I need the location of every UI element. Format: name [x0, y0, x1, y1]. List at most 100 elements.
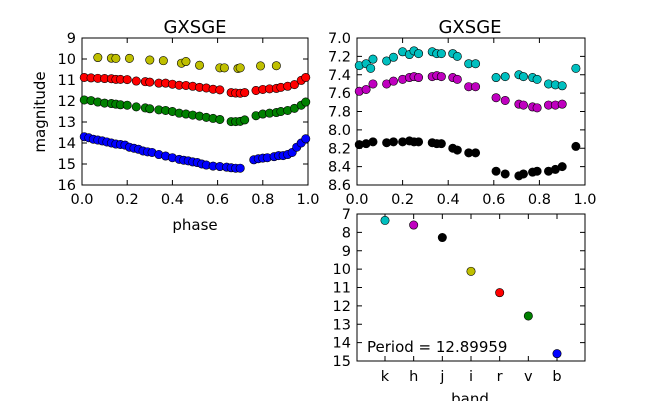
- data-point-h: [452, 74, 462, 84]
- left-y-tick-label: 11: [58, 73, 76, 89]
- band-category-label-r: r: [497, 369, 503, 385]
- right-y-tick-label: 7.2: [328, 49, 351, 65]
- data-point-i: [195, 60, 205, 70]
- data-point-k: [571, 63, 581, 73]
- right-x-tick-label: 1.0: [573, 192, 596, 208]
- band-y-tick-label: 13: [333, 317, 351, 333]
- data-point-h: [518, 100, 528, 110]
- data-point-h: [500, 95, 510, 105]
- data-point-b: [235, 163, 245, 173]
- data-point-r: [301, 72, 311, 82]
- right-y-tick-label: 7.8: [328, 105, 351, 121]
- data-point-k: [557, 81, 567, 91]
- data-point-k: [368, 54, 378, 64]
- band-y-tick-label: 12: [333, 299, 351, 315]
- data-point-h: [436, 72, 446, 82]
- band-category-label-b: b: [552, 369, 561, 385]
- data-point-k: [388, 52, 398, 62]
- data-point-j: [518, 169, 528, 179]
- data-point-j: [500, 169, 510, 179]
- right-y-tick-label: 8.6: [328, 178, 351, 194]
- data-point-v: [215, 114, 225, 124]
- data-point-h: [361, 84, 371, 94]
- right-panel-title: GXSGE: [438, 17, 501, 38]
- data-point-r: [240, 88, 250, 98]
- data-point-i: [93, 53, 103, 63]
- data-point-k: [382, 56, 392, 66]
- data-point-k: [491, 73, 501, 83]
- left-y-tick-label: 15: [58, 157, 76, 173]
- data-point-i: [124, 53, 134, 63]
- left-x-axis-label: phase: [172, 216, 217, 234]
- data-point-j: [532, 166, 542, 176]
- data-point-k: [500, 72, 510, 82]
- band-magnitude-panel: k h j i r v b 7 8 9 10 11 12 13 14 15 Period = 12.89959…: [333, 207, 586, 401]
- left-y-tick-label: 10: [58, 52, 76, 68]
- left-y-tick-label: 9: [67, 31, 76, 47]
- right-y-tick-label: 7.0: [328, 31, 351, 47]
- data-point-k: [518, 72, 528, 82]
- data-point-j: [491, 166, 501, 176]
- data-point-k: [452, 51, 462, 61]
- left-panel-title: GXSGE: [163, 17, 226, 38]
- data-point-v: [131, 102, 141, 112]
- data-point-i: [181, 57, 191, 67]
- data-point-j: [571, 141, 581, 151]
- data-point-h: [471, 82, 481, 92]
- right-y-tick-label: 7.4: [328, 68, 351, 84]
- data-point-j: [388, 137, 398, 147]
- left-x-tick-label: 1.0: [296, 192, 319, 208]
- band-y-tick-label: 7: [342, 207, 351, 223]
- left-x-tick-label: 0.0: [70, 192, 93, 208]
- data-point-k: [436, 49, 446, 59]
- right-y-tick-label: 8.0: [328, 123, 351, 139]
- data-point-j: [557, 162, 567, 172]
- data-point-h: [414, 73, 424, 83]
- band-y-tick-label: 8: [342, 225, 351, 241]
- right-x-tick-label: 0.6: [482, 192, 505, 208]
- left-y-tick-label: 16: [58, 178, 76, 194]
- band-x-axis-label: band: [451, 390, 489, 401]
- left-y-axis-label: magnitude: [31, 71, 49, 152]
- phase-magnitude-panel-left: GXSGE 0.0 0.2 0.4 0.6 0.8 1.0910111213141516 …: [31, 17, 320, 234]
- band-y-tick-label: 14: [333, 336, 351, 352]
- band-category-label-k: k: [381, 369, 390, 385]
- data-point-h: [491, 93, 501, 103]
- band-mean-point-i: [466, 266, 476, 276]
- data-point-j: [471, 148, 481, 158]
- data-point-j: [368, 137, 378, 147]
- left-y-tick-label: 12: [58, 94, 76, 110]
- data-point-j: [436, 139, 446, 149]
- right-y-tick-label: 8.2: [328, 141, 351, 157]
- right-x-tick-label: 0.8: [528, 192, 551, 208]
- data-point-i: [235, 63, 245, 73]
- band-mean-point-v: [523, 311, 533, 321]
- data-point-h: [368, 79, 378, 89]
- left-x-tick-label: 0.8: [251, 192, 274, 208]
- band-category-label-h: h: [409, 369, 418, 385]
- band-y-tick-label: 15: [333, 354, 351, 370]
- data-point-h: [557, 99, 567, 109]
- right-y-tick-label: 7.6: [328, 86, 351, 102]
- band-mean-point-j: [437, 233, 447, 243]
- band-mean-point-h: [409, 220, 419, 230]
- data-point-h: [532, 103, 542, 113]
- band-mean-point-r: [495, 288, 505, 298]
- band-y-tick-label: 10: [333, 262, 351, 278]
- data-point-i: [145, 55, 155, 65]
- data-point-k: [532, 74, 542, 84]
- data-point-k: [366, 63, 376, 73]
- data-point-i: [256, 61, 266, 71]
- data-point-j: [452, 145, 462, 155]
- data-point-v: [145, 104, 155, 114]
- right-x-tick-label: 0.2: [391, 192, 414, 208]
- left-x-tick-label: 0.6: [206, 192, 229, 208]
- data-point-b: [301, 134, 311, 144]
- data-point-i: [111, 53, 121, 63]
- data-point-v: [240, 115, 250, 125]
- data-point-i: [271, 61, 281, 71]
- right-x-tick-label: 0.0: [345, 192, 368, 208]
- band-category-label-v: v: [524, 369, 533, 385]
- data-point-r: [131, 76, 141, 86]
